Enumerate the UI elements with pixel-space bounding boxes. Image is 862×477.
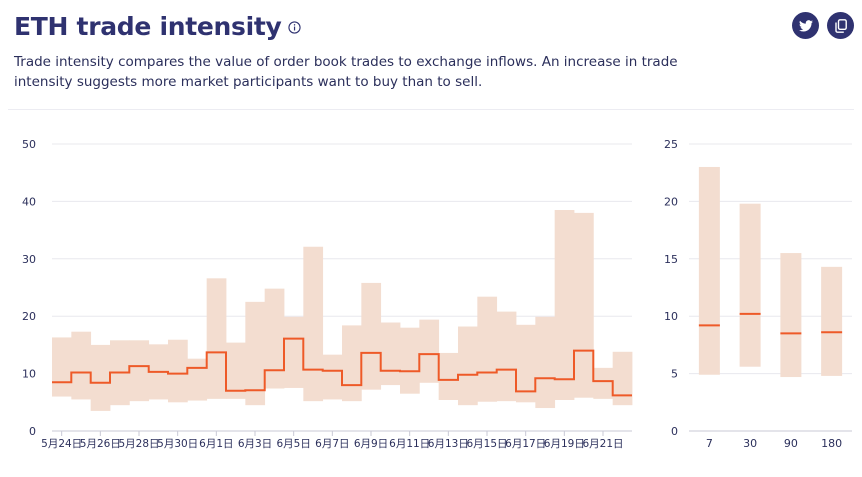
range-band [206,278,227,399]
x-tick-label: 6月11日 [389,438,430,450]
range-band [780,253,802,378]
share-actions [792,12,854,39]
y-tick-label: 0 [29,425,36,438]
x-tick-label: 6月13日 [428,438,469,450]
x-tick-label: 5月30日 [157,438,198,450]
range-band [52,337,72,397]
range-band [129,340,150,402]
range-band [380,322,401,386]
y-tick-label: 10 [22,368,36,381]
x-tick-label: 5月28日 [118,438,159,450]
page-title: ETH trade intensity [14,11,282,41]
x-tick-label: 6月21日 [582,438,623,450]
range-band [168,339,188,403]
range-band [698,166,720,375]
range-band [90,344,111,411]
y-tick-label: 20 [664,195,678,208]
y-tick-label: 10 [664,310,678,323]
range-band [612,351,633,406]
copy-link-button[interactable] [827,12,854,39]
range-band [400,327,420,394]
range-band [284,316,304,388]
range-band [739,203,761,367]
y-tick-label: 25 [664,138,678,151]
range-band [535,316,556,409]
x-tick-label: 7 [706,437,713,450]
x-tick-label: 6月7日 [315,438,349,450]
page-subtitle: Trade intensity compares the value of or… [14,54,678,90]
range-band [821,266,843,376]
range-band [554,210,575,401]
range-band [245,301,266,406]
twitter-icon [798,19,813,32]
y-tick-label: 20 [22,310,36,323]
header: ETH trade intensity Trade intensity comp… [14,8,862,108]
range-band [419,319,440,383]
y-tick-label: 50 [22,138,36,151]
range-band [264,288,285,389]
y-tick-label: 15 [664,253,678,266]
x-tick-label: 6月15日 [466,438,507,450]
trade-intensity-line [52,337,632,397]
range-band [593,367,614,399]
trade-intensity-window-chart: 0 5 10 15 20 25 7 30 90 180 [664,138,852,450]
x-tick-label: 6月3日 [238,438,272,450]
y-tick-label: 30 [22,253,36,266]
x-tick-label: 180 [821,437,842,450]
range-band [477,296,498,402]
range-band [187,358,208,401]
range-band [458,326,478,406]
y-tick-label: 0 [671,425,678,438]
y-tick-label: 40 [22,195,36,208]
range-band [516,324,536,403]
range-band [574,212,594,398]
x-tick-label: 5月26日 [80,438,121,450]
y-tick-label: 5 [671,368,678,381]
range-band [71,331,92,400]
x-tick-label: 30 [743,437,757,450]
range-band [226,342,246,399]
header-divider [8,109,854,110]
x-tick-label: 6月19日 [544,438,585,450]
twitter-share-button[interactable] [792,12,819,39]
x-tick-label: 90 [784,437,798,450]
range-band [342,325,362,402]
x-tick-label: 6月17日 [505,438,546,450]
info-icon[interactable] [287,20,301,34]
range-band [303,246,324,402]
x-tick-label: 6月5日 [276,438,310,450]
x-tick-label: 6月1日 [199,438,233,450]
title-row: ETH trade intensity [14,8,862,44]
x-tick-label: 6月9日 [354,438,388,450]
range-band [496,311,517,402]
copy-icon [834,18,847,33]
x-tick-label: 5月24日 [41,438,82,450]
range-band [322,354,343,400]
range-band [361,282,382,390]
range-band [438,352,459,401]
